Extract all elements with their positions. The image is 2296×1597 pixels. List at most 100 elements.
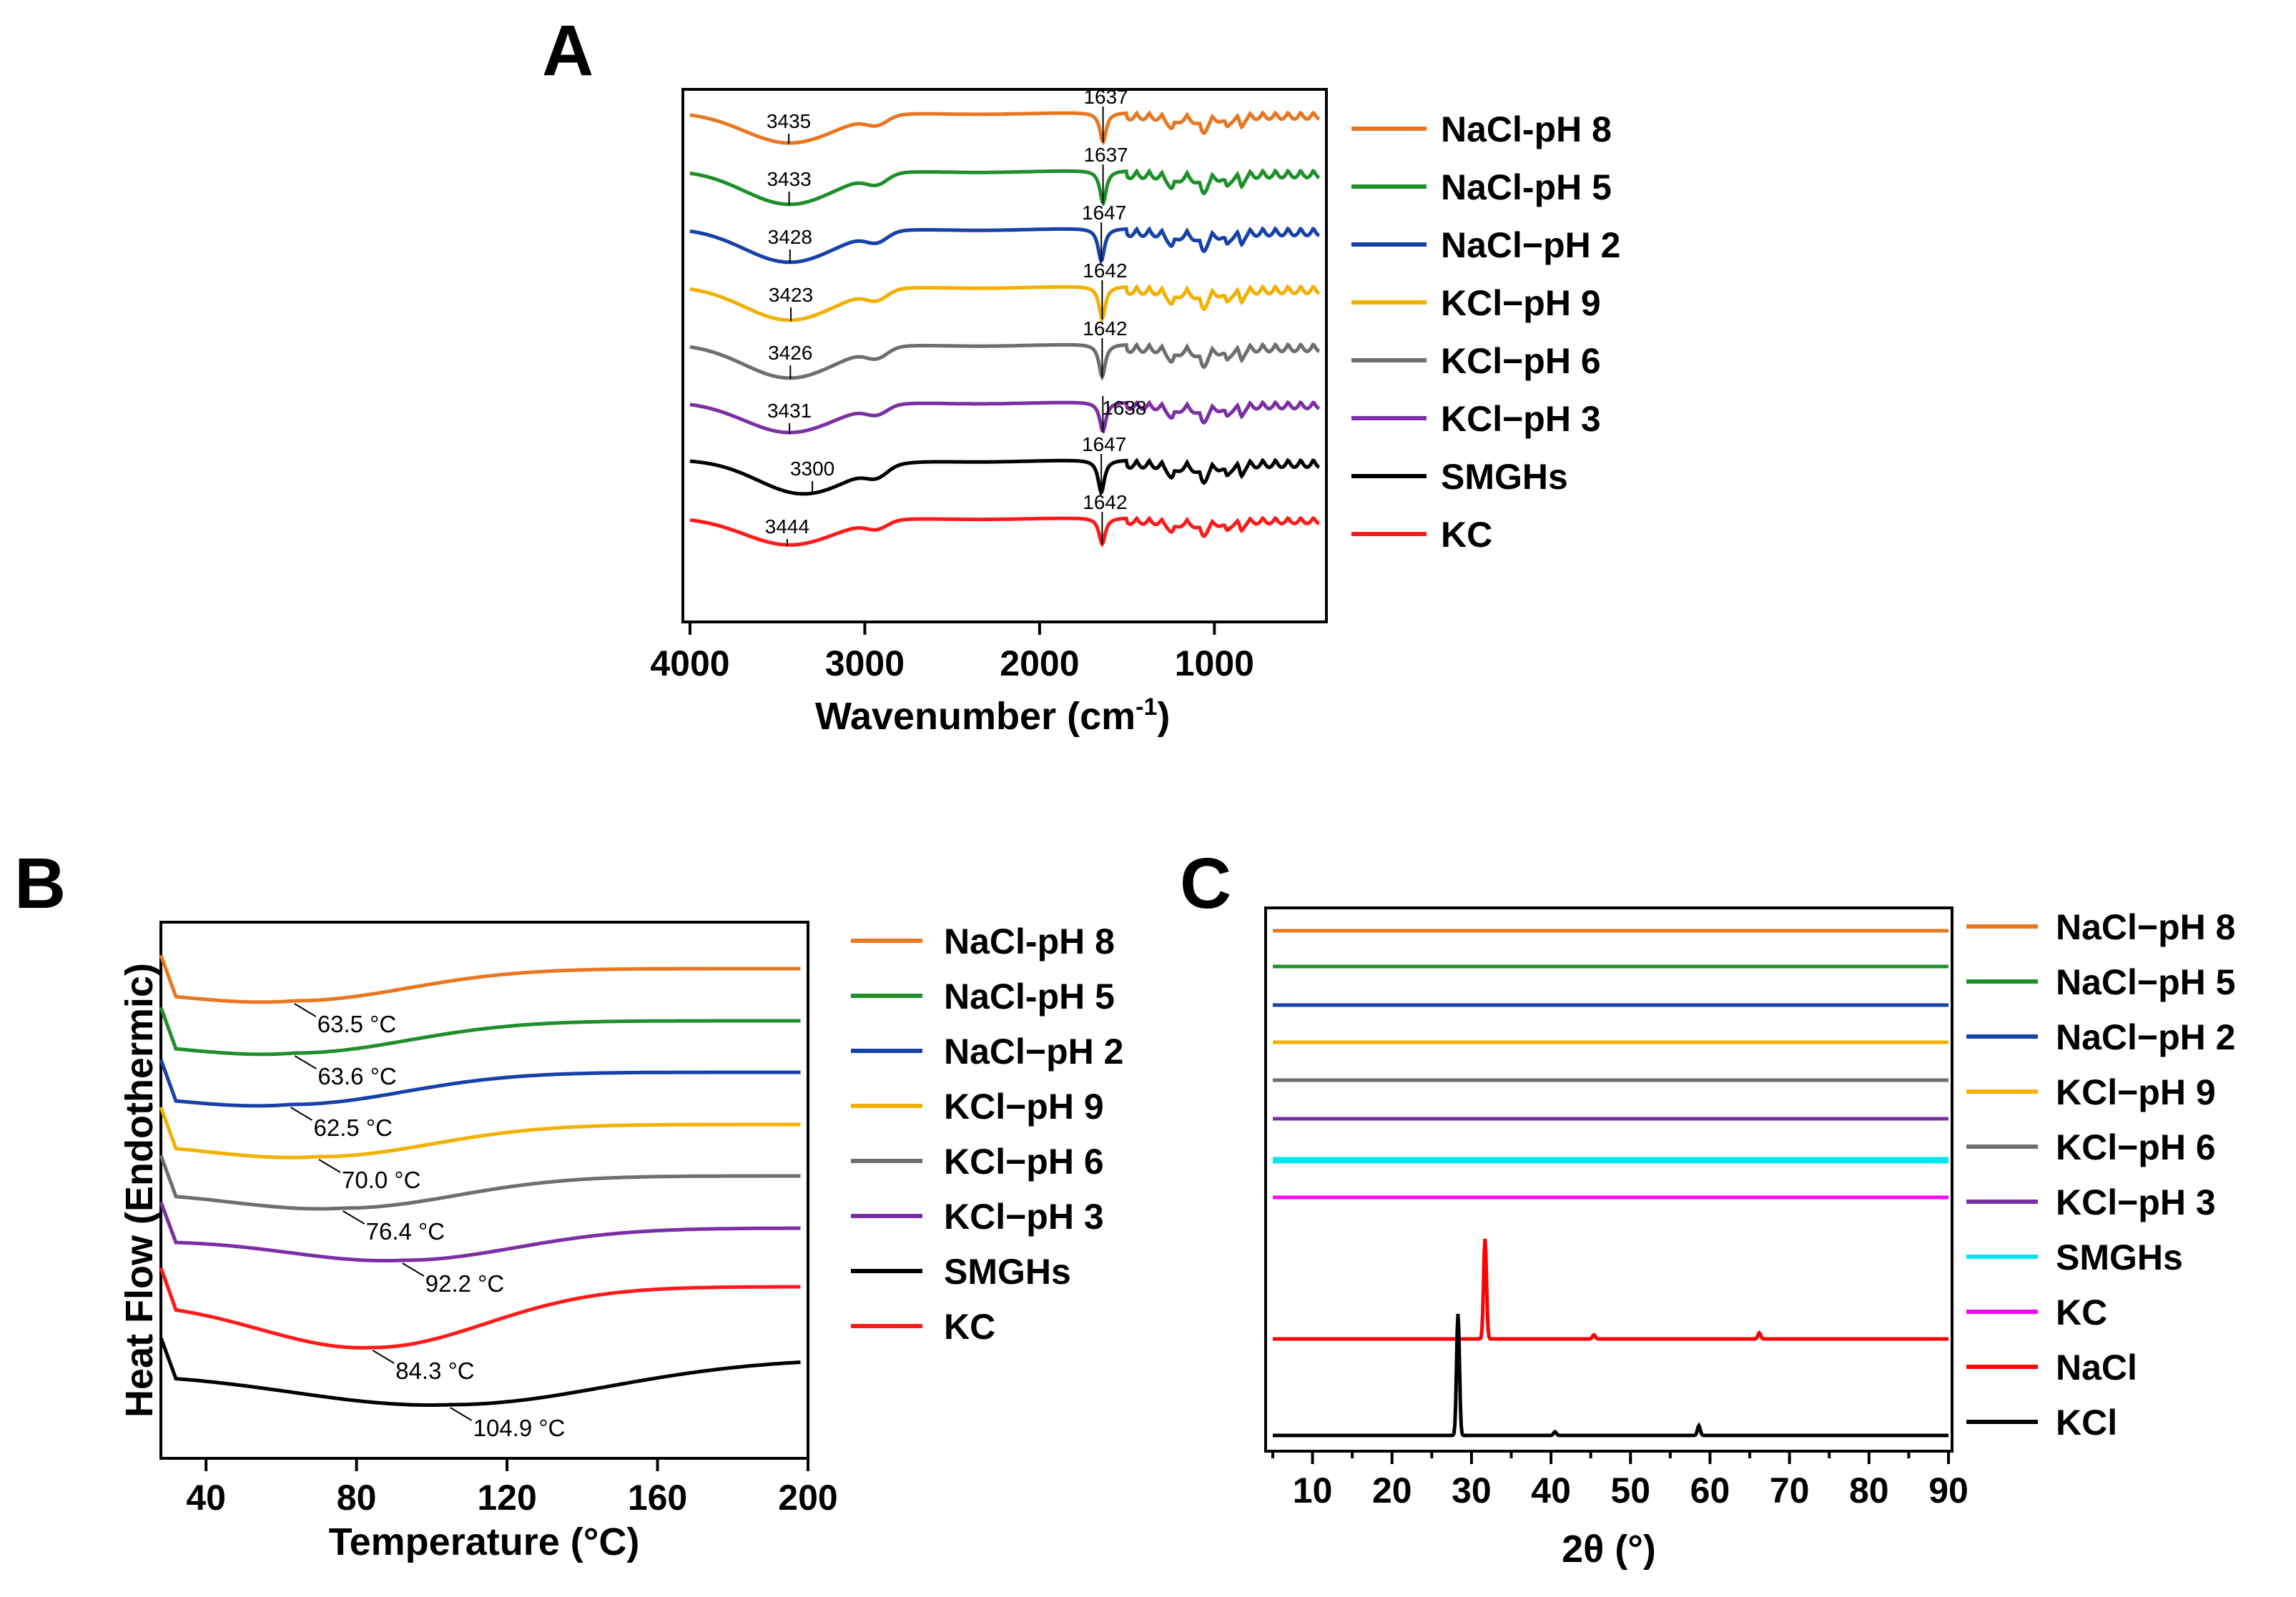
dsc-panel: 63.5 °C 63.6 °C 62.5 °C 70.0 °C 76.4 °C 92.2 … [118,921,1123,1563]
xrd-x-tick-label: 20 [1372,1470,1412,1511]
ftir-peak-label: 1638 [1102,397,1146,419]
xrd-x-tick-label: 40 [1531,1470,1571,1511]
dsc-peak-label: 92.2 °C [425,1270,504,1297]
xrd-legend-label-kc: KC [2056,1292,2107,1333]
dsc-line-kcl-ph-3 [159,1201,801,1262]
ftir-x-axis: 4000 3000 2000 1000 [650,622,1254,683]
dsc-peak-arrow [402,1262,425,1277]
ftir-legend-label-nacl-ph-2: NaCl−pH 2 [1441,225,1620,265]
ftir-line-kcl-ph-9 [689,284,1320,323]
dsc-line-kcl-ph-6 [159,1155,801,1211]
xrd-x-tick-label: 80 [1849,1470,1889,1511]
xrd-series-group [1273,929,1948,1438]
ftir-x-tick-label: 2000 [1000,643,1079,683]
dsc-peak-label: 63.6 °C [317,1063,396,1089]
ftir-legend-label-nacl-ph-8: NaCl-pH 8 [1441,109,1612,149]
ftir-line-nacl-ph-8 [689,110,1320,146]
ftir-plot-frame [681,88,1328,623]
xrd-legend-label-nacl: NaCl [2056,1348,2137,1388]
dsc-peak-arrow [294,1003,317,1017]
dsc-legend-label-kc: KC [944,1307,995,1347]
ftir-series-group [689,110,1320,548]
ftir-legend: NaCl-pH 8 NaCl-pH 5 NaCl−pH 2 KCl−pH 9 KCl−p… [1351,109,1620,555]
xrd-legend-label-kcl: KCl [2056,1403,2117,1443]
ftir-peak-label: 1637 [1083,86,1128,108]
dsc-peak-arrow [450,1407,473,1421]
xrd-legend-label-nacl-ph-5: NaCl−pH 5 [2056,962,2235,1002]
ftir-line-kc [689,515,1320,548]
dsc-legend-label-kcl-ph-6: KCl−pH 6 [944,1142,1104,1182]
dsc-y-axis-title: Heat Flow (Endothermic) [118,963,161,1418]
ftir-legend-label-kc: KC [1441,515,1492,555]
dsc-peak-label: 104.9 °C [473,1415,566,1441]
ftir-peak-label: 3431 [767,400,812,422]
ftir-x-axis-title: Wavenumber (cm-1) [815,693,1170,738]
ftir-legend-label-kcl-ph-6: KCl−pH 6 [1441,341,1601,381]
panel-c-letter: C [1180,844,1231,924]
xrd-x-tick-label: 30 [1452,1470,1492,1511]
dsc-line-kc [159,1267,801,1350]
dsc-legend: NaCl-pH 8 NaCl-pH 5 NaCl−pH 2 KCl−pH 9 KCl−p… [851,921,1123,1347]
xrd-legend-label-nacl-ph-2: NaCl−pH 2 [2056,1017,2235,1057]
ftir-legend-label-smghs: SMGHs [1441,457,1568,497]
xrd-plot-frame [1264,906,1953,1453]
ftir-peak-label: 3300 [790,458,834,480]
ftir-peak-label: 3428 [768,226,812,248]
xrd-line-kcl [1273,1313,1948,1438]
dsc-peak-label: 84.3 °C [395,1358,474,1384]
dsc-peak-arrow [343,1210,365,1225]
dsc-legend-label-smghs: SMGHs [944,1252,1071,1292]
ftir-peak-label: 1642 [1083,491,1127,513]
dsc-peak-label: 70.0 °C [342,1167,420,1193]
dsc-peak-label: 62.5 °C [314,1114,393,1141]
panel-b-letter: B [14,844,66,924]
ftir-peak-label: 3433 [767,168,811,190]
ftir-legend-label-kcl-ph-9: KCl−pH 9 [1441,283,1601,323]
ftir-peak-label: 3435 [767,110,811,132]
dsc-peak-arrow [294,1055,317,1069]
ftir-peak-label: 3426 [768,342,812,364]
xrd-legend-label-smghs: SMGHs [2056,1237,2183,1277]
ftir-legend-label-nacl-ph-5: NaCl-pH 5 [1441,167,1612,207]
xrd-legend: NaCl−pH 8 NaCl−pH 5 NaCl−pH 2 KCl−pH 9 KCl−p… [1966,907,2235,1443]
dsc-line-nacl-ph-8 [159,954,801,1004]
dsc-legend-label-nacl-ph-5: NaCl-pH 5 [944,977,1115,1017]
ftir-line-nacl-ph-2 [689,226,1320,265]
xrd-x-axis-title: 2θ (°) [1562,1528,1656,1571]
dsc-peak-annotations: 63.5 °C 63.6 °C 62.5 °C 70.0 °C 76.4 °C 92.2 … [290,1003,566,1441]
dsc-peak-label: 63.5 °C [317,1011,396,1037]
dsc-x-axis: 40 80 120 160 200 [186,1458,838,1518]
ftir-peak-label: 1642 [1083,317,1127,340]
xrd-legend-label-kcl-ph-9: KCl−pH 9 [2056,1072,2216,1112]
xrd-x-tick-label: 90 [1928,1470,1969,1511]
dsc-x-tick-label: 80 [337,1478,377,1518]
dsc-x-tick-label: 40 [186,1478,226,1518]
dsc-peak-arrow [318,1159,341,1173]
ftir-line-kcl-ph-3 [689,400,1320,435]
xrd-legend-label-nacl-ph-8: NaCl−pH 8 [2056,907,2235,947]
dsc-line-nacl-ph-5 [159,1007,801,1057]
ftir-line-smghs [689,458,1320,497]
dsc-legend-label-kcl-ph-3: KCl−pH 3 [944,1197,1104,1237]
dsc-series-group [159,954,801,1407]
dsc-x-axis-title: Temperature (°C) [329,1521,640,1563]
xrd-x-tick-label: 50 [1610,1470,1650,1511]
dsc-line-nacl-ph-2 [159,1059,801,1108]
ftir-peak-label: 1637 [1083,144,1128,166]
dsc-plot-frame [159,921,809,1460]
dsc-peak-label: 76.4 °C [366,1218,445,1245]
xrd-x-tick-label: 10 [1293,1470,1333,1511]
ftir-x-tick-label: 4000 [650,643,729,683]
xrd-legend-label-kcl-ph-3: KCl−pH 3 [2056,1182,2216,1222]
dsc-line-kcl-ph-9 [159,1107,801,1160]
ftir-peak-label: 3423 [769,284,813,306]
xrd-panel: 10 20 30 40 50 60 70 80 90 2θ (°) NaCl−pH 8NaCl−… [1264,906,2235,1571]
ftir-peak-label: 1647 [1082,202,1126,224]
ftir-line-kcl-ph-6 [689,342,1320,381]
ftir-panel: 3435 1637 3433 1637 3428 1647 3423 1642 3426 1642… [650,86,1620,738]
ftir-peak-annotations: 3435 1637 3433 1637 3428 1647 3423 1642 3426 1642… [765,86,1147,546]
dsc-line-smghs [159,1337,801,1407]
dsc-peak-arrow [372,1350,395,1364]
dsc-x-tick-label: 160 [628,1478,687,1518]
